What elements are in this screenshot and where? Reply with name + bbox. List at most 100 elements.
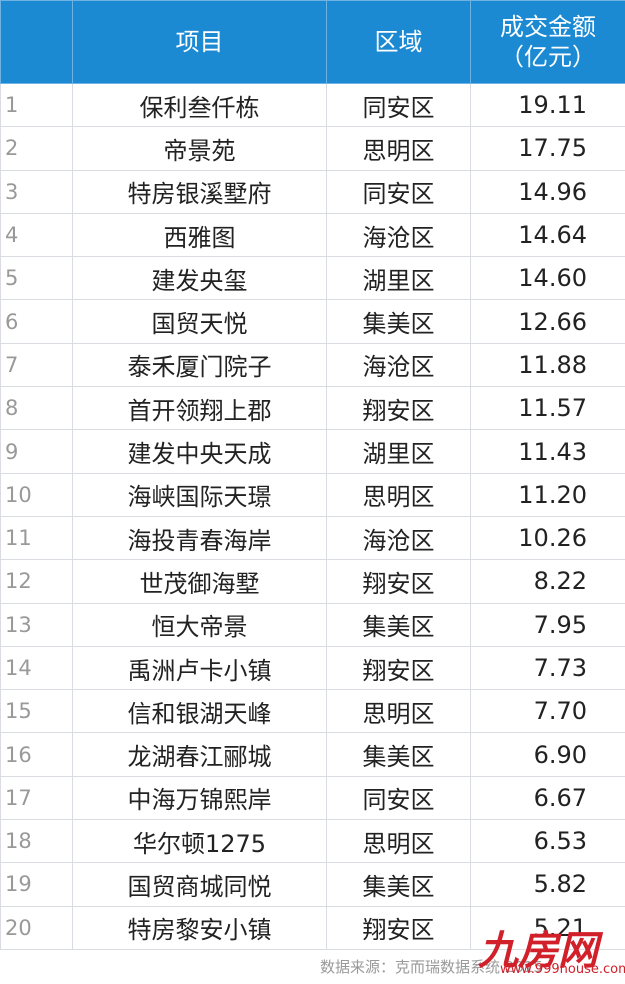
- project-cell: 华尔顿1275: [72, 819, 327, 864]
- district-cell: 集美区: [326, 862, 471, 907]
- project-cell: 龙湖春江郦城: [72, 732, 327, 777]
- table-row: 20 特房黎安小镇 翔安区 5.21: [0, 905, 625, 950]
- amount-cell: 14.60: [470, 256, 625, 301]
- project-cell: 国贸商城同悦: [72, 862, 327, 907]
- rank-cell: 14: [0, 645, 73, 691]
- amount-cell: 6.53: [470, 819, 625, 864]
- table-row: 6 国贸天悦 集美区 12.66: [0, 299, 625, 344]
- rank-cell: 11: [0, 515, 73, 561]
- district-cell: 海沧区: [326, 212, 471, 258]
- rank-cell: 1: [0, 82, 73, 128]
- district-cell: 思明区: [326, 126, 471, 171]
- rank-cell: 15: [0, 689, 73, 734]
- project-cell: 海投青春海岸: [72, 515, 327, 561]
- district-cell: 同安区: [326, 775, 471, 821]
- amount-cell: 10.26: [470, 515, 625, 561]
- rank-cell: 19: [0, 862, 73, 907]
- table-row: 13 恒大帝景 集美区 7.95: [0, 602, 625, 647]
- project-cell: 保利叁仟栋: [72, 82, 327, 128]
- table-row: 14 禹洲卢卡小镇 翔安区 7.73: [0, 645, 625, 691]
- amount-cell: 12.66: [470, 299, 625, 344]
- table-row: 15 信和银湖天峰 思明区 7.70: [0, 689, 625, 734]
- district-cell: 翔安区: [326, 386, 471, 431]
- project-cell: 信和银湖天峰: [72, 689, 327, 734]
- project-cell: 帝景苑: [72, 126, 327, 171]
- amount-cell: 11.57: [470, 386, 625, 431]
- district-cell: 思明区: [326, 819, 471, 864]
- project-cell: 禹洲卢卡小镇: [72, 645, 327, 691]
- rank-cell: 6: [0, 299, 73, 344]
- district-cell: 集美区: [326, 732, 471, 777]
- amount-cell: 11.43: [470, 429, 625, 474]
- ranking-table: 项目 区域 成交金额 （亿元） 1 保利叁仟栋 同安区 19.11 2 帝景苑 思明区 17.7…: [0, 0, 625, 950]
- amount-cell: 14.64: [470, 212, 625, 258]
- table-row: 12 世茂御海墅 翔安区 8.22: [0, 559, 625, 604]
- header-cell: 区域: [326, 0, 471, 84]
- district-cell: 思明区: [326, 472, 471, 517]
- table-body: 1 保利叁仟栋 同安区 19.11 2 帝景苑 思明区 17.75 3 特房银溪墅府 同安区 14.9…: [0, 82, 625, 950]
- project-cell: 世茂御海墅: [72, 559, 327, 604]
- project-cell: 中海万锦熙岸: [72, 775, 327, 821]
- district-cell: 同安区: [326, 169, 471, 214]
- project-cell: 泰禾厦门院子: [72, 342, 327, 388]
- header-cell: 项目: [72, 0, 327, 84]
- table-row: 10 海峡国际天璟 思明区 11.20: [0, 472, 625, 517]
- amount-cell: 6.67: [470, 775, 625, 821]
- table-row: 1 保利叁仟栋 同安区 19.11: [0, 82, 625, 128]
- district-cell: 翔安区: [326, 559, 471, 604]
- amount-cell: 14.96: [470, 169, 625, 214]
- project-cell: 国贸天悦: [72, 299, 327, 344]
- amount-cell: 8.22: [470, 559, 625, 604]
- amount-cell: 19.11: [470, 82, 625, 128]
- table-row: 16 龙湖春江郦城 集美区 6.90: [0, 732, 625, 777]
- rank-cell: 10: [0, 472, 73, 517]
- watermark: 九房网: [478, 928, 598, 974]
- table-row: 4 西雅图 海沧区 14.64: [0, 212, 625, 258]
- amount-cell: 6.90: [470, 732, 625, 777]
- rank-cell: 3: [0, 169, 73, 214]
- header-line: 成交金额: [500, 13, 596, 41]
- table-row: 17 中海万锦熙岸 同安区 6.67: [0, 775, 625, 821]
- district-cell: 翔安区: [326, 905, 471, 950]
- district-cell: 同安区: [326, 82, 471, 128]
- district-cell: 湖里区: [326, 429, 471, 474]
- amount-cell: 7.95: [470, 602, 625, 647]
- table-row: 11 海投青春海岸 海沧区 10.26: [0, 515, 625, 561]
- amount-cell: 17.75: [470, 126, 625, 171]
- rank-cell: 4: [0, 212, 73, 258]
- rank-cell: 18: [0, 819, 73, 864]
- district-cell: 思明区: [326, 689, 471, 734]
- table-row: 7 泰禾厦门院子 海沧区 11.88: [0, 342, 625, 388]
- district-cell: 海沧区: [326, 342, 471, 388]
- project-cell: 海峡国际天璟: [72, 472, 327, 517]
- rank-cell: 16: [0, 732, 73, 777]
- rank-cell: 13: [0, 602, 73, 647]
- rank-cell: 9: [0, 429, 73, 474]
- table-row: 9 建发中央天成 湖里区 11.43: [0, 429, 625, 474]
- amount-cell: 11.20: [470, 472, 625, 517]
- table-row: 2 帝景苑 思明区 17.75: [0, 126, 625, 171]
- rank-cell: 8: [0, 386, 73, 431]
- header-cell: [0, 0, 73, 84]
- amount-cell: 7.70: [470, 689, 625, 734]
- rank-cell: 2: [0, 126, 73, 171]
- rank-cell: 12: [0, 559, 73, 604]
- amount-cell: 11.88: [470, 342, 625, 388]
- header-line: （亿元）: [500, 43, 596, 71]
- district-cell: 集美区: [326, 299, 471, 344]
- project-cell: 特房黎安小镇: [72, 905, 327, 950]
- project-cell: 建发央玺: [72, 256, 327, 301]
- amount-cell: 5.21: [470, 905, 625, 950]
- table-row: 8 首开领翔上郡 翔安区 11.57: [0, 386, 625, 431]
- district-cell: 翔安区: [326, 645, 471, 691]
- project-cell: 恒大帝景: [72, 602, 327, 647]
- project-cell: 首开领翔上郡: [72, 386, 327, 431]
- project-cell: 西雅图: [72, 212, 327, 258]
- table-row: 18 华尔顿1275 思明区 6.53: [0, 819, 625, 864]
- district-cell: 海沧区: [326, 515, 471, 561]
- project-cell: 特房银溪墅府: [72, 169, 327, 214]
- header-row: 项目 区域 成交金额 （亿元）: [0, 0, 625, 84]
- rank-cell: 5: [0, 256, 73, 301]
- project-cell: 建发中央天成: [72, 429, 327, 474]
